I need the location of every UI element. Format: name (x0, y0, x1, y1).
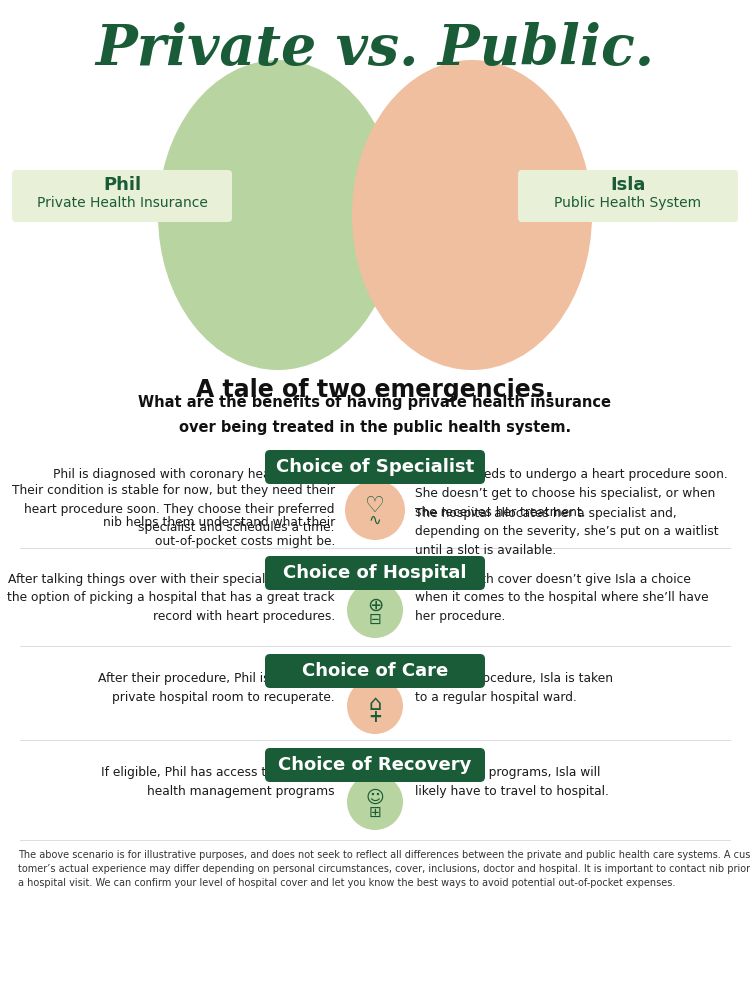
FancyBboxPatch shape (265, 748, 485, 782)
Text: Isla: Isla (610, 176, 646, 194)
Text: Their condition is stable for now, but they need their
heart procedure soon. The: Their condition is stable for now, but t… (12, 484, 335, 534)
Circle shape (347, 678, 403, 734)
Text: Choice of Recovery: Choice of Recovery (278, 756, 472, 774)
Text: ∿: ∿ (369, 512, 381, 528)
Text: After their procedure, Phil is taken to a
private hospital room to recuperate.: After their procedure, Phil is taken to … (98, 672, 335, 704)
Text: Choice of Care: Choice of Care (302, 662, 448, 680)
Text: After talking things over with their specialist, Phil has
the option of picking : After talking things over with their spe… (8, 573, 335, 623)
Text: If eligible, Phil has access to nib’s free
health management programs: If eligible, Phil has access to nib’s fr… (101, 766, 335, 798)
Ellipse shape (352, 60, 592, 370)
FancyBboxPatch shape (518, 170, 738, 222)
Text: Public Health System: Public Health System (554, 196, 701, 210)
Text: Choice of Specialist: Choice of Specialist (276, 458, 474, 476)
Text: A tale of two emergencies.: A tale of two emergencies. (196, 378, 554, 402)
Ellipse shape (158, 60, 398, 370)
Text: ⊕: ⊕ (367, 595, 383, 614)
Text: ⌂: ⌂ (368, 694, 382, 714)
Text: Public health cover doesn’t give Isla a choice
when it comes to the hospital whe: Public health cover doesn’t give Isla a … (415, 573, 709, 623)
Circle shape (347, 582, 403, 638)
Circle shape (345, 480, 405, 540)
Text: After his procedure, Isla is taken
to a regular hospital ward.: After his procedure, Isla is taken to a … (415, 672, 613, 704)
FancyBboxPatch shape (265, 556, 485, 590)
Text: ⊟: ⊟ (369, 611, 381, 626)
Text: Private vs. Public.: Private vs. Public. (95, 22, 655, 78)
Text: Phil is diagnosed with coronary heart disease.: Phil is diagnosed with coronary heart di… (53, 468, 335, 481)
Text: What are the benefits of having private health insurance
over being treated in t: What are the benefits of having private … (139, 395, 611, 435)
Text: nib helps them understand what their
out-of-pocket costs might be.: nib helps them understand what their out… (103, 516, 335, 548)
Text: The above scenario is for illustrative purposes, and does not seek to reflect al: The above scenario is for illustrative p… (18, 850, 750, 888)
Text: For post-op programs, Isla will
likely have to travel to hospital.: For post-op programs, Isla will likely h… (415, 766, 609, 798)
FancyBboxPatch shape (265, 450, 485, 484)
Text: Isla also needs to undergo a heart procedure soon.: Isla also needs to undergo a heart proce… (415, 468, 728, 481)
FancyBboxPatch shape (265, 654, 485, 688)
Text: Phil: Phil (103, 176, 141, 194)
Text: Choice of Hospital: Choice of Hospital (284, 564, 466, 582)
Text: The hospital allocates her a specialist and,
depending on the severity, she’s pu: The hospital allocates her a specialist … (415, 507, 718, 557)
Text: Private Health Insurance: Private Health Insurance (37, 196, 208, 210)
Text: ♡: ♡ (365, 496, 385, 516)
Text: ☺: ☺ (366, 789, 384, 807)
Text: +: + (368, 708, 382, 726)
Text: ⊞: ⊞ (369, 804, 381, 820)
Text: She doesn’t get to choose his specialist, or when
she receives her treatment.: She doesn’t get to choose his specialist… (415, 487, 716, 518)
FancyBboxPatch shape (12, 170, 232, 222)
Circle shape (347, 774, 403, 830)
